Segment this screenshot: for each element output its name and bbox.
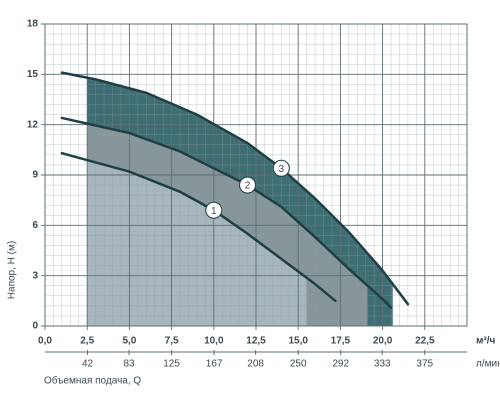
x2-tick-label: 125 (163, 359, 180, 370)
curve-label: 2 (245, 181, 251, 192)
x-tick-label: 22,5 (415, 336, 435, 347)
pump-curve (60, 116, 393, 309)
x-tick-label: 20,0 (373, 336, 393, 347)
x2-tick-label: 42 (82, 359, 94, 370)
y-tick-label: 15 (27, 69, 39, 80)
curve-label-badge (272, 159, 290, 177)
y-tick-label: 6 (32, 220, 38, 231)
x2-tick-label: 375 (416, 359, 433, 370)
y-tick-label: 3 (32, 270, 38, 281)
x-tick-label: 5,0 (122, 336, 136, 347)
x-tick-label: 7,5 (165, 336, 179, 347)
x-tick-label: 2,5 (80, 336, 94, 347)
x-tick-label: 10,0 (204, 336, 224, 347)
x2-tick-label: 83 (123, 359, 135, 370)
x2-tick-label: 333 (374, 359, 391, 370)
y-tick-label: 0 (32, 321, 38, 332)
y-tick-label: 12 (27, 119, 39, 130)
pump-curve (60, 151, 337, 303)
x2-tick-label: 167 (206, 359, 223, 370)
x2-tick-label: 292 (332, 359, 349, 370)
x2-unit: л/мин (476, 359, 500, 370)
curve-label: 1 (211, 206, 217, 217)
x-tick-label: 12,5 (246, 336, 266, 347)
y-axis-title: Напор, H (м) (7, 241, 18, 299)
curve-label-badge (239, 176, 257, 194)
curve-label-badge (205, 201, 223, 219)
x-unit: м³/ч (476, 336, 496, 347)
x-tick-label: 17,5 (331, 336, 351, 347)
curve-label: 3 (279, 164, 285, 175)
x-axis-title: Объемная подача, Q (44, 375, 141, 387)
y-tick-label: 18 (27, 19, 39, 30)
x2-tick-label: 208 (247, 359, 264, 370)
x2-tick-label: 250 (290, 359, 307, 370)
x-tick-label: 15,0 (288, 336, 308, 347)
pump-curve (60, 71, 410, 306)
x-tick-label: 0,0 (38, 336, 52, 347)
plot-frame (44, 23, 468, 327)
y-tick-label: 9 (32, 170, 38, 181)
